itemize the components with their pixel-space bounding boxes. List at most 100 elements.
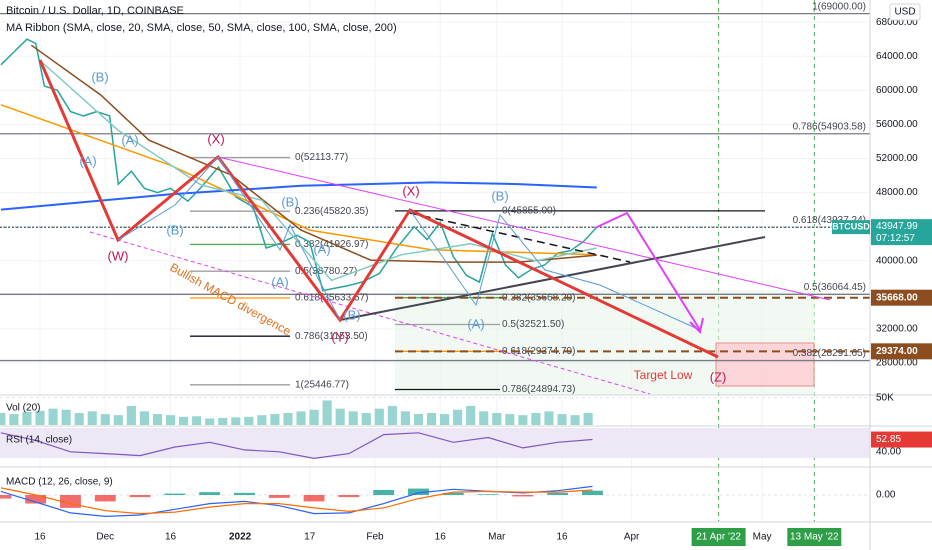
histogram-bar	[303, 495, 325, 502]
projection	[594, 211, 701, 331]
rsi-band	[0, 428, 870, 458]
fib-label: 0.786(54903.58)	[793, 121, 866, 132]
price-tag-label: 43947.99	[876, 221, 918, 232]
pane-title: RSI (14, close)	[6, 435, 72, 446]
volume-bar	[440, 414, 450, 425]
fib-label: 0.5(36064.45)	[804, 282, 866, 293]
histogram-bar	[582, 490, 603, 495]
target-box	[715, 342, 815, 387]
fib-label: 1(25446.77)	[295, 379, 349, 390]
histogram-bar	[373, 490, 395, 495]
volume-bar	[400, 411, 410, 425]
histogram-bar	[234, 492, 255, 495]
annotation: (Y)	[331, 329, 348, 344]
y-tick-label: 60000.00	[876, 85, 918, 96]
histogram-bar	[268, 495, 290, 498]
volume-bar	[61, 409, 71, 425]
indicator-title: MA Ribbon (SMA, close, 20, SMA, close, 5…	[6, 22, 397, 34]
volume-bar	[335, 408, 345, 425]
y-tick-label: 28000.00	[876, 358, 918, 369]
histogram-bar	[408, 488, 429, 495]
date-box	[787, 528, 842, 546]
volume-bar	[544, 411, 554, 425]
volume-bar	[466, 405, 476, 425]
fib-label: 0.382(28291.65)	[793, 348, 866, 359]
pane-title: Vol (20)	[6, 403, 40, 414]
volume-bar	[244, 416, 254, 425]
histogram-bar	[25, 495, 47, 504]
volume-bar	[309, 409, 319, 425]
x-tick-label: Dec	[96, 532, 114, 543]
price-tag	[871, 219, 932, 246]
currency[interactable]: USD	[894, 7, 915, 18]
projection-arrow	[689, 317, 704, 335]
volume-bar	[35, 410, 45, 425]
x-tick-label: 16	[556, 532, 568, 543]
fib-label: 0(52113.77)	[295, 152, 348, 163]
annotation: (B)	[91, 69, 108, 84]
volume-bar	[270, 414, 280, 425]
volume-bar	[426, 413, 437, 425]
histogram-bar	[338, 495, 360, 498]
level-tag	[871, 289, 932, 306]
histogram-bar	[512, 495, 534, 497]
y-tick-label: 52000.00	[876, 153, 918, 164]
y-tick-label: 56000.00	[876, 119, 918, 130]
level-tag-label: 29374.00	[876, 346, 918, 357]
annotation: (X)	[207, 131, 224, 146]
x-tick-label: 16	[34, 532, 46, 543]
histogram-bar	[547, 492, 569, 495]
volume-bar	[518, 415, 528, 425]
series-line	[30, 44, 597, 263]
histogram-bar	[94, 495, 116, 502]
y-tick-label: 50K	[876, 392, 894, 403]
annotation: Target Low	[634, 368, 693, 382]
fib-levels: 1(69000.00) 0.786(54903.58) 0.618(43937.24…	[0, 1, 870, 395]
wave-path	[38, 59, 719, 359]
volume-bar	[492, 413, 502, 425]
volume-bar	[22, 411, 32, 425]
dashed-trend	[409, 212, 631, 263]
series-line	[0, 432, 593, 460]
x-tick-label: 16	[165, 532, 177, 543]
drawings	[38, 59, 831, 395]
volume-bar	[87, 411, 97, 425]
volume-bar	[505, 414, 515, 425]
symbol-tag-label: BTCUSD	[832, 222, 870, 232]
volume-bar	[361, 413, 371, 425]
axes: 16 Dec 16 2022 17 Feb 16 Mar 16 Apr May 21 Apr '22 1…	[34, 17, 932, 546]
time-tag-label: 07:12:57	[876, 233, 915, 244]
volume-bar	[165, 415, 176, 425]
annotation: (B)	[343, 307, 360, 322]
currency-box[interactable]	[889, 3, 921, 21]
fib-label: 0.786(31153.50)	[295, 331, 368, 342]
annotation: (A)	[79, 153, 96, 168]
y-tick-label: 64000.00	[876, 51, 918, 62]
volume-bar	[283, 413, 293, 425]
series-line	[0, 181, 597, 211]
fib-label: 1(69000.00)	[812, 1, 866, 12]
volume-bar	[583, 413, 593, 425]
volume-bar	[413, 414, 424, 425]
histogram-bar	[199, 492, 221, 495]
x-tick-label: Mar	[488, 532, 506, 543]
sub-wave	[117, 156, 341, 321]
level-tag-label: 35668.00	[876, 292, 918, 303]
histogram-bar	[129, 495, 151, 498]
fib-label: 0.786(24894.73)	[502, 384, 575, 395]
histogram-bar	[477, 494, 499, 495]
volume-bar	[139, 411, 149, 425]
fib-label: 0.5(38780.27)	[295, 266, 357, 277]
y-tick-label: 40.00	[876, 446, 901, 457]
series-line	[0, 487, 593, 515]
date-box	[691, 528, 746, 546]
volume-bar	[531, 413, 541, 425]
annotation: (A)	[271, 274, 288, 289]
volume-bar	[322, 400, 332, 425]
rsi-tag	[871, 431, 932, 448]
histogram-bar	[442, 492, 464, 495]
y-tick-label: 40000.00	[876, 255, 918, 266]
symbol-tag	[832, 220, 870, 235]
fib-label: 0.5(32521.50)	[502, 319, 564, 330]
